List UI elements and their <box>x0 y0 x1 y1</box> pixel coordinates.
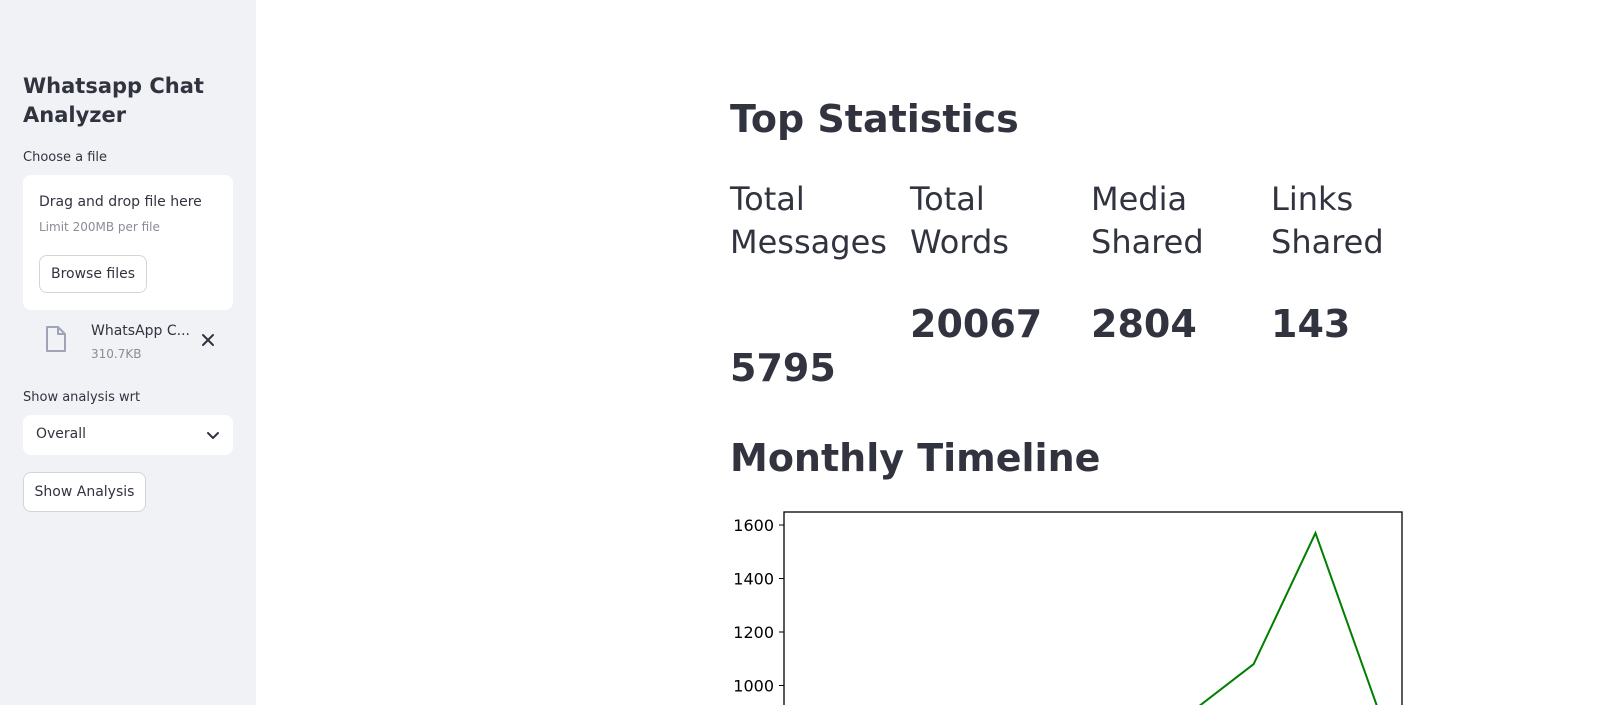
uploaded-file: WhatsApp C... 310.7KB <box>23 320 233 368</box>
stat-label-line2: Messages <box>730 223 887 261</box>
dropzone-instructions: Drag and drop file here <box>39 194 202 210</box>
uploaded-file-size: 310.7KB <box>91 347 142 361</box>
monthly-timeline-chart: 1000 1200 1400 1600 <box>730 505 1430 705</box>
plot-frame <box>783 511 1403 705</box>
main-content: Top Statistics Total Messages 5795 Total… <box>256 0 1609 705</box>
stat-value: 20067 <box>910 302 1043 346</box>
stat-media-shared: Media Shared 2804 <box>1091 178 1269 346</box>
show-analysis-button[interactable]: Show Analysis <box>23 472 146 512</box>
analysis-select-value: Overall <box>36 426 87 442</box>
file-dropzone[interactable]: Drag and drop file here Limit 200MB per … <box>23 175 233 310</box>
top-statistics-title: Top Statistics <box>730 97 1019 141</box>
y-tick-label: 1200 <box>733 623 774 642</box>
file-uploader-label: Choose a file <box>23 150 108 165</box>
stat-label-line2: Shared <box>1091 223 1204 261</box>
chevron-down-icon <box>207 432 219 439</box>
stat-label-line1: Media <box>1091 180 1188 218</box>
sidebar-title: Whatsapp Chat Analyzer <box>23 74 204 127</box>
stat-value: 2804 <box>1091 302 1197 346</box>
series-line <box>1198 530 1378 705</box>
uploaded-file-name: WhatsApp C... <box>91 323 191 339</box>
y-tick-label: 1400 <box>733 570 774 589</box>
monthly-timeline-svg: 1000 1200 1400 1600 <box>733 511 1403 705</box>
stat-label-line1: Total <box>910 180 985 218</box>
analysis-select[interactable]: Overall <box>23 415 233 455</box>
stat-value: 5795 <box>730 346 836 390</box>
stat-total-words: Total Words 20067 <box>910 178 1088 346</box>
y-tick-label: 1000 <box>733 677 774 696</box>
stat-total-messages: Total Messages 5795 <box>730 178 908 390</box>
stat-label-line2: Words <box>910 223 1009 261</box>
monthly-timeline-title: Monthly Timeline <box>730 436 1101 480</box>
stat-links-shared: Links Shared 143 <box>1271 178 1449 346</box>
stat-label-line2: Shared <box>1271 223 1384 261</box>
stat-label-line1: Links <box>1271 180 1354 218</box>
sidebar: Whatsapp Chat Analyzer Choose a file Dra… <box>0 0 256 705</box>
stat-label-line1: Total <box>730 180 805 218</box>
y-tick-label: 1600 <box>733 516 774 535</box>
analysis-select-label: Show analysis wrt <box>23 390 141 405</box>
close-icon[interactable] <box>198 330 218 350</box>
stat-value: 143 <box>1271 302 1351 346</box>
browse-files-button[interactable]: Browse files <box>39 255 147 293</box>
dropzone-limit: Limit 200MB per file <box>39 220 160 234</box>
file-icon <box>46 326 66 352</box>
